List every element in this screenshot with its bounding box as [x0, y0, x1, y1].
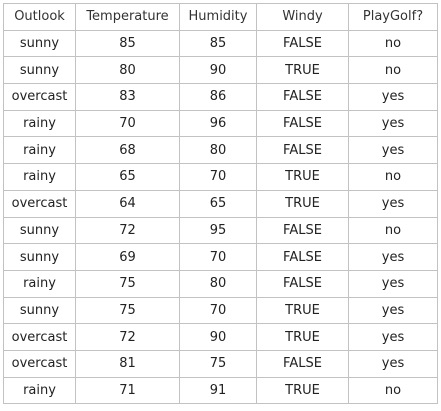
cell-humidity: 80 [179, 269, 257, 298]
cell-playgolf: yes [348, 189, 438, 218]
table-row: rainy 68 80 FALSE yes [3, 136, 438, 165]
cell-windy: TRUE [256, 296, 349, 325]
cell-windy: FALSE [256, 29, 349, 58]
cell-outlook: sunny [3, 216, 76, 245]
cell-temperature: 68 [75, 136, 180, 165]
cell-humidity: 85 [179, 29, 257, 58]
cell-outlook: sunny [3, 56, 76, 85]
cell-playgolf: yes [348, 323, 438, 351]
cell-windy: FALSE [256, 269, 349, 298]
cell-windy: FALSE [256, 349, 349, 378]
cell-outlook: sunny [3, 29, 76, 58]
cell-temperature: 80 [75, 56, 180, 85]
cell-windy: FALSE [256, 109, 349, 138]
table-row: sunny 85 85 FALSE no [3, 29, 438, 58]
header-windy: Windy [256, 3, 349, 31]
cell-playgolf: no [348, 163, 438, 191]
cell-humidity: 75 [179, 349, 257, 378]
cell-outlook: sunny [3, 243, 76, 271]
cell-temperature: 83 [75, 83, 180, 111]
cell-windy: FALSE [256, 243, 349, 271]
cell-humidity: 91 [179, 376, 257, 405]
cell-humidity: 90 [179, 56, 257, 85]
cell-outlook: rainy [3, 163, 76, 191]
table-row: sunny 72 95 FALSE no [3, 216, 438, 245]
cell-temperature: 85 [75, 29, 180, 58]
cell-playgolf: yes [348, 349, 438, 378]
cell-playgolf: yes [348, 136, 438, 165]
cell-outlook: rainy [3, 109, 76, 138]
cell-playgolf: no [348, 216, 438, 245]
cell-temperature: 75 [75, 269, 180, 298]
header-row: Outlook Temperature Humidity Windy PlayG… [3, 3, 438, 31]
cell-temperature: 71 [75, 376, 180, 405]
header-temperature: Temperature [75, 3, 180, 31]
cell-windy: TRUE [256, 189, 349, 218]
cell-temperature: 75 [75, 296, 180, 325]
cell-humidity: 86 [179, 83, 257, 111]
cell-playgolf: no [348, 376, 438, 405]
cell-playgolf: yes [348, 83, 438, 111]
play-golf-table: Outlook Temperature Humidity Windy PlayG… [3, 3, 438, 405]
cell-outlook: rainy [3, 376, 76, 405]
cell-windy: FALSE [256, 216, 349, 245]
table-body: sunny 85 85 FALSE no sunny 80 90 TRUE no overcast 8… [3, 29, 438, 405]
cell-outlook: overcast [3, 349, 76, 378]
table-row: rainy 65 70 TRUE no [3, 163, 438, 191]
cell-outlook: overcast [3, 189, 76, 218]
cell-windy: TRUE [256, 323, 349, 351]
cell-playgolf: yes [348, 296, 438, 325]
table-row: overcast 72 90 TRUE yes [3, 323, 438, 351]
cell-windy: FALSE [256, 83, 349, 111]
table-row: overcast 64 65 TRUE yes [3, 189, 438, 218]
cell-outlook: rainy [3, 136, 76, 165]
table-row: sunny 69 70 FALSE yes [3, 243, 438, 271]
cell-playgolf: yes [348, 243, 438, 271]
cell-outlook: sunny [3, 296, 76, 325]
cell-windy: TRUE [256, 56, 349, 85]
cell-windy: FALSE [256, 136, 349, 165]
cell-humidity: 70 [179, 243, 257, 271]
header-playgolf: PlayGolf? [348, 3, 438, 31]
header-outlook: Outlook [3, 3, 76, 31]
cell-humidity: 95 [179, 216, 257, 245]
cell-humidity: 96 [179, 109, 257, 138]
cell-temperature: 69 [75, 243, 180, 271]
table-header: Outlook Temperature Humidity Windy PlayG… [3, 3, 438, 31]
table-row: rainy 70 96 FALSE yes [3, 109, 438, 138]
cell-windy: TRUE [256, 163, 349, 191]
cell-temperature: 81 [75, 349, 180, 378]
cell-windy: TRUE [256, 376, 349, 405]
cell-humidity: 80 [179, 136, 257, 165]
cell-temperature: 64 [75, 189, 180, 218]
cell-humidity: 70 [179, 296, 257, 325]
cell-outlook: overcast [3, 83, 76, 111]
cell-humidity: 70 [179, 163, 257, 191]
header-humidity: Humidity [179, 3, 257, 31]
cell-playgolf: yes [348, 269, 438, 298]
table-row: rainy 75 80 FALSE yes [3, 269, 438, 298]
cell-temperature: 65 [75, 163, 180, 191]
table-row: rainy 71 91 TRUE no [3, 376, 438, 405]
cell-outlook: rainy [3, 269, 76, 298]
cell-temperature: 72 [75, 216, 180, 245]
cell-temperature: 72 [75, 323, 180, 351]
cell-playgolf: no [348, 29, 438, 58]
cell-humidity: 90 [179, 323, 257, 351]
table-row: sunny 80 90 TRUE no [3, 56, 438, 85]
cell-humidity: 65 [179, 189, 257, 218]
cell-outlook: overcast [3, 323, 76, 351]
table-row: overcast 83 86 FALSE yes [3, 83, 438, 111]
cell-temperature: 70 [75, 109, 180, 138]
cell-playgolf: yes [348, 109, 438, 138]
table-row: overcast 81 75 FALSE yes [3, 349, 438, 378]
cell-playgolf: no [348, 56, 438, 85]
table-row: sunny 75 70 TRUE yes [3, 296, 438, 325]
